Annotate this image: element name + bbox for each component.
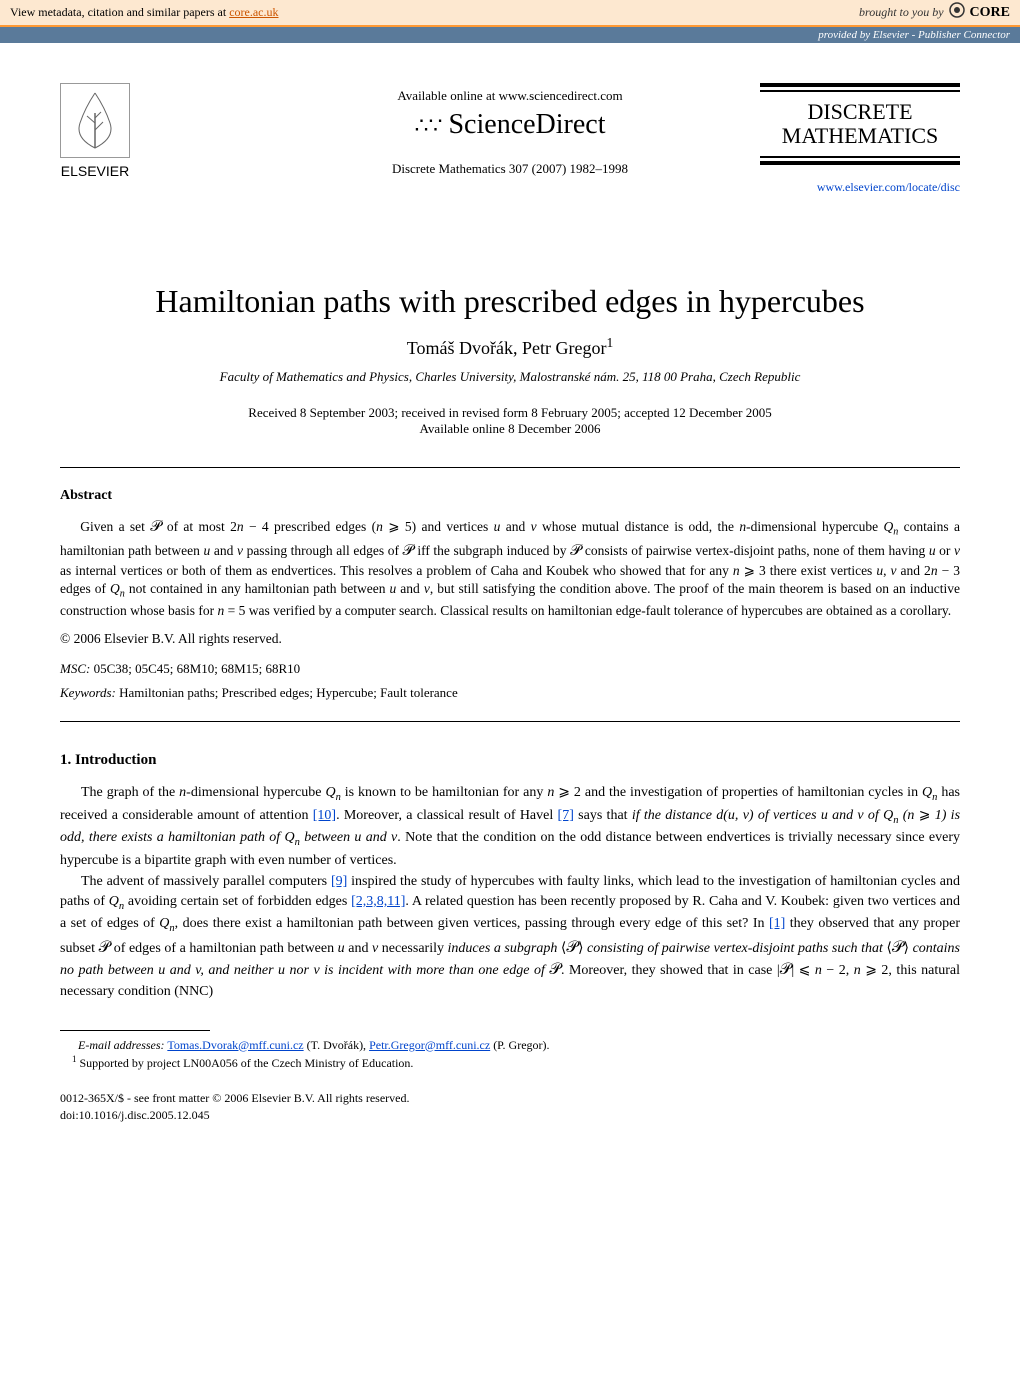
journal-bar-2 xyxy=(760,90,960,92)
provider-text: provided by Elsevier - Publisher Connect… xyxy=(818,29,1010,41)
msc-label: MSC: xyxy=(60,661,90,676)
keywords-text: Hamiltonian paths; Prescribed edges; Hyp… xyxy=(116,685,458,700)
footer-line1: 0012-365X/$ - see front matter © 2006 El… xyxy=(60,1090,960,1107)
core-banner: View metadata, citation and similar pape… xyxy=(0,0,1020,27)
ref-link-9[interactable]: [9] xyxy=(331,874,347,889)
journal-name-line2: MATHEMATICS xyxy=(782,123,938,148)
journal-block: DISCRETE MATHEMATICS www.elsevier.com/lo… xyxy=(760,83,960,195)
separator-top xyxy=(60,467,960,468)
email-name-1: (T. Dvořák), xyxy=(304,1038,369,1052)
footer-info: 0012-365X/$ - see front matter © 2006 El… xyxy=(60,1090,960,1124)
email-link-2[interactable]: Petr.Gregor@mff.cuni.cz xyxy=(369,1038,490,1052)
header-area: ELSEVIER Available online at www.science… xyxy=(60,83,960,223)
msc-line: MSC: 05C38; 05C45; 68M10; 68M15; 68R10 xyxy=(60,661,960,677)
sciencedirect-text: ScienceDirect xyxy=(448,109,605,141)
core-logo-text: CORE xyxy=(970,5,1010,21)
metadata-text: View metadata, citation and similar pape… xyxy=(10,5,229,19)
core-banner-left: View metadata, citation and similar pape… xyxy=(10,5,279,20)
core-icon xyxy=(949,2,965,23)
email-link-1[interactable]: Tomas.Dvorak@mff.cuni.cz xyxy=(167,1038,303,1052)
abstract-text: Given a set 𝒫 of at most 2n − 4 prescrib… xyxy=(60,516,960,621)
author-sup: 1 xyxy=(606,335,613,350)
keywords-label: Keywords: xyxy=(60,685,116,700)
journal-link[interactable]: www.elsevier.com/locate/disc xyxy=(760,180,960,195)
intro-para-2: The advent of massively parallel compute… xyxy=(60,872,960,1001)
intro-heading: 1. Introduction xyxy=(60,752,960,769)
footnote-email: E-mail addresses: Tomas.Dvorak@mff.cuni.… xyxy=(60,1037,960,1054)
dates-online: Available online 8 December 2006 xyxy=(60,421,960,437)
journal-bar-top xyxy=(760,83,960,87)
ref-link-10[interactable]: [10] xyxy=(313,808,336,823)
core-banner-right: brought to you by CORE xyxy=(859,2,1010,23)
msc-codes: 05C38; 05C45; 68M10; 68M15; 68R10 xyxy=(90,661,300,676)
footnote-support-text: Supported by project LN00A056 of the Cze… xyxy=(77,1056,414,1070)
ref-link-1[interactable]: [1] xyxy=(769,916,785,931)
ref-link-7[interactable]: [7] xyxy=(558,808,574,823)
authors: Tomáš Dvořák, Petr Gregor1 xyxy=(60,335,960,359)
elsevier-tree-icon xyxy=(60,83,130,158)
elsevier-label: ELSEVIER xyxy=(60,163,130,179)
separator-bottom xyxy=(60,721,960,722)
footnote-separator xyxy=(60,1030,210,1031)
journal-bar-3 xyxy=(760,156,960,158)
abstract-heading: Abstract xyxy=(60,488,960,504)
journal-name-line1: DISCRETE xyxy=(807,99,912,124)
page-content: ELSEVIER Available online at www.science… xyxy=(0,43,1020,1164)
ref-link-2-3-8-11[interactable]: [2,3,8,11] xyxy=(351,894,405,909)
footer-line2: doi:10.1016/j.disc.2005.12.045 xyxy=(60,1107,960,1124)
provider-banner: provided by Elsevier - Publisher Connect… xyxy=(0,27,1020,43)
affiliation: Faculty of Mathematics and Physics, Char… xyxy=(60,369,960,385)
copyright-line: © 2006 Elsevier B.V. All rights reserved… xyxy=(60,631,960,647)
paper-title: Hamiltonian paths with prescribed edges … xyxy=(60,283,960,320)
footnote-support: 1 Supported by project LN00A056 of the C… xyxy=(60,1053,960,1072)
journal-name: DISCRETE MATHEMATICS xyxy=(760,100,960,148)
sciencedirect-icon: ∴∵ xyxy=(414,120,442,131)
intro-para-1: The graph of the n-dimensional hypercube… xyxy=(60,783,960,870)
email-label: E-mail addresses: xyxy=(78,1038,165,1052)
elsevier-block: ELSEVIER xyxy=(60,83,130,179)
core-link[interactable]: core.ac.uk xyxy=(229,5,278,19)
brought-by-text: brought to you by xyxy=(859,5,944,20)
email-name-2: (P. Gregor). xyxy=(490,1038,549,1052)
dates: Received 8 September 2003; received in r… xyxy=(60,405,960,437)
authors-names: Tomáš Dvořák, Petr Gregor xyxy=(407,338,607,358)
journal-bar-bottom xyxy=(760,161,960,165)
dates-received: Received 8 September 2003; received in r… xyxy=(60,405,960,421)
keywords-line: Keywords: Hamiltonian paths; Prescribed … xyxy=(60,685,960,701)
